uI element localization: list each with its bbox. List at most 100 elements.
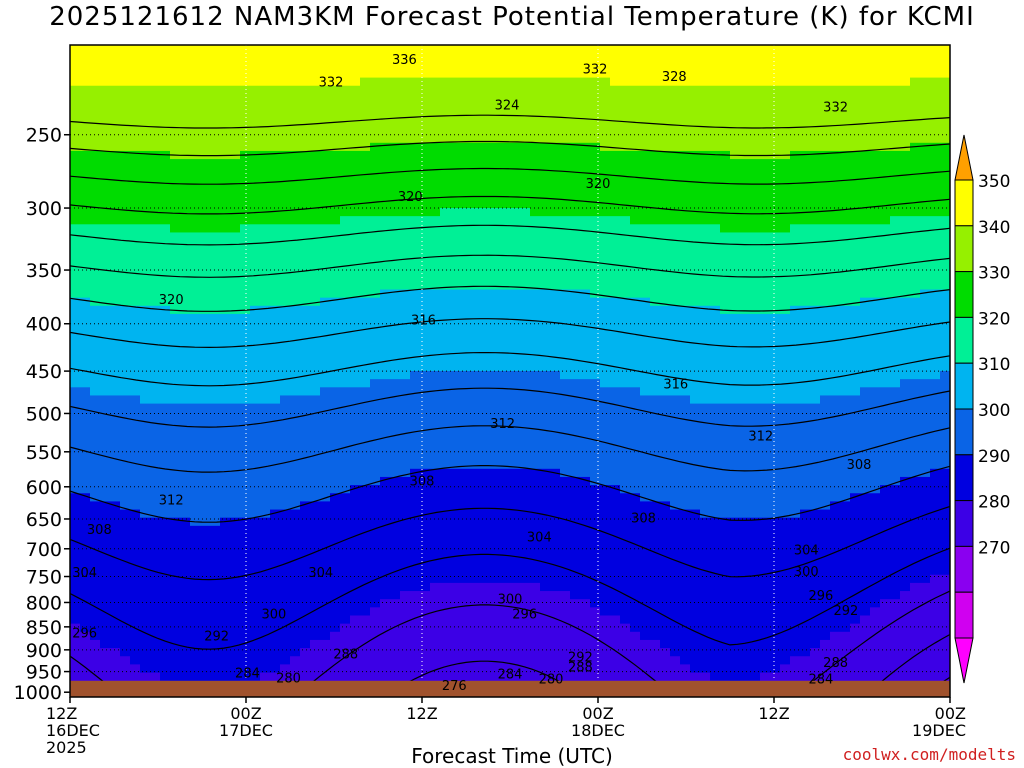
band-cell [270, 159, 281, 168]
band-cell [320, 517, 331, 527]
band-cell [390, 639, 401, 649]
band-cell [260, 648, 271, 657]
band-cell [130, 305, 141, 315]
band-cell [320, 134, 331, 144]
band-cell [180, 476, 191, 486]
band-cell [360, 607, 371, 617]
band-cell [530, 281, 541, 291]
band-cell [450, 566, 461, 576]
band-cell [200, 411, 211, 421]
band-cell [260, 607, 271, 617]
band-cell [140, 623, 151, 633]
band-cell [140, 631, 151, 641]
band-cell [650, 142, 661, 152]
band-cell [130, 403, 141, 413]
band-cell [370, 118, 381, 128]
band-cell [500, 534, 511, 543]
band-cell [560, 305, 571, 315]
band-cell [470, 232, 481, 242]
band-cell [180, 305, 191, 315]
band-cell [180, 615, 191, 625]
band-cell [240, 591, 251, 600]
band-cell [200, 289, 211, 299]
band-cell [280, 444, 291, 454]
band-cell [540, 232, 551, 242]
band-cell [500, 224, 511, 234]
band-cell [280, 273, 291, 282]
band-cell [200, 542, 211, 551]
band-cell [510, 159, 521, 168]
band-cell [260, 85, 271, 95]
band-cell [510, 216, 521, 225]
band-cell [120, 379, 131, 388]
band-cell [120, 199, 131, 209]
band-cell [290, 199, 301, 209]
band-cell [210, 224, 221, 234]
band-cell [450, 142, 461, 152]
band-cell [320, 289, 331, 299]
band-cell [550, 534, 561, 543]
band-cell [120, 281, 131, 291]
band-cell [90, 305, 101, 315]
band-cell [250, 150, 261, 160]
band-cell [80, 403, 91, 413]
band-cell [200, 208, 211, 217]
band-cell [600, 517, 611, 527]
band-cell [420, 436, 431, 445]
band-cell [460, 69, 471, 79]
band-cell [290, 159, 301, 168]
band-cell [680, 297, 691, 307]
band-cell [190, 419, 201, 429]
band-cell [620, 631, 631, 641]
band-cell [440, 582, 451, 592]
band-cell [260, 322, 271, 331]
band-cell [470, 582, 481, 592]
band-cell [330, 248, 341, 258]
band-cell [290, 468, 301, 478]
band-cell [400, 199, 411, 209]
band-cell [540, 69, 551, 79]
band-cell [360, 452, 371, 462]
band-cell [340, 558, 351, 568]
band-cell [330, 558, 341, 568]
band-cell [530, 639, 541, 649]
band-cell [520, 403, 531, 413]
band-cell [180, 102, 191, 111]
band-cell [330, 428, 341, 437]
band-cell [330, 208, 341, 217]
band-cell [660, 493, 671, 502]
band-cell [100, 118, 111, 128]
band-cell [400, 159, 411, 168]
band-cell [480, 232, 491, 242]
band-cell [610, 183, 621, 193]
band-cell [90, 566, 101, 576]
band-cell [600, 525, 611, 535]
band-cell [180, 273, 191, 282]
band-cell [280, 476, 291, 486]
band-cell [550, 664, 561, 674]
band-cell [660, 452, 671, 462]
band-cell [70, 346, 81, 356]
band-cell [530, 256, 541, 266]
band-cell [110, 183, 121, 193]
band-cell [260, 428, 271, 437]
band-cell [150, 265, 161, 274]
band-cell [90, 534, 101, 543]
band-cell [450, 493, 461, 502]
band-cell [200, 525, 211, 535]
band-cell [310, 167, 321, 176]
band-cell [610, 85, 621, 95]
band-cell [220, 265, 231, 274]
band-cell [270, 216, 281, 225]
band-cell [650, 656, 661, 665]
band-cell [230, 281, 241, 291]
band-cell [300, 558, 311, 568]
band-cell [600, 501, 611, 511]
band-cell [200, 167, 211, 176]
band-cell [410, 159, 421, 168]
band-cell [550, 118, 561, 128]
band-cell [110, 93, 121, 103]
band-cell [450, 648, 461, 657]
band-cell [630, 599, 641, 608]
